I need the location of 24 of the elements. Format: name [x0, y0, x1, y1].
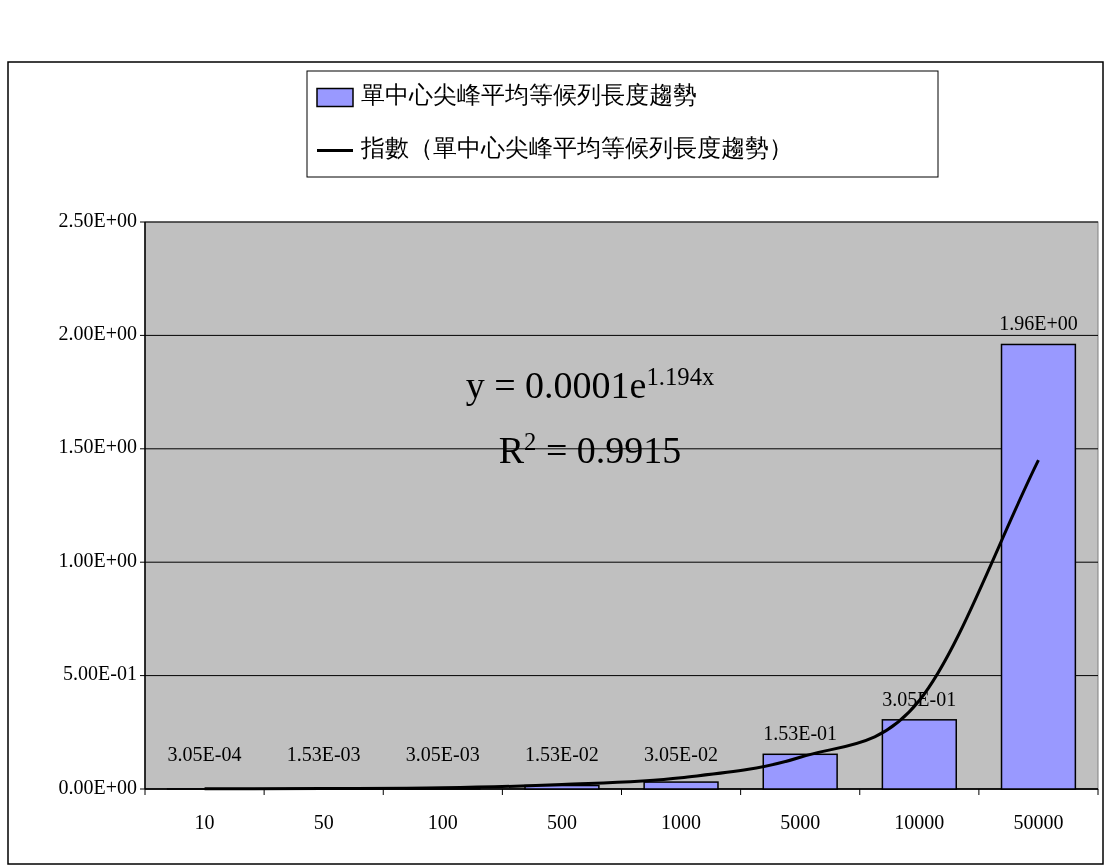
legend-label: 指數（單中心尖峰平均等候列長度趨勢） [360, 135, 793, 162]
x-tick-label: 50 [313, 811, 334, 833]
x-tick-label: 10000 [894, 811, 945, 833]
data-label: 1.53E-03 [286, 743, 361, 765]
data-label: 1.53E-02 [524, 743, 599, 765]
data-label: 3.05E-03 [405, 743, 480, 765]
data-label: 3.05E-02 [644, 743, 719, 765]
x-tick-label: 100 [427, 811, 458, 833]
x-tick-label: 1000 [661, 811, 702, 833]
y-tick-label: 2.50E+00 [58, 208, 137, 231]
x-tick-label: 10 [194, 811, 215, 833]
y-tick-label: 1.00E+00 [58, 548, 137, 571]
data-label: 1.96E+00 [999, 312, 1078, 335]
data-label: 1.53E-01 [763, 722, 838, 745]
y-tick-label: 5.00E-01 [63, 662, 137, 685]
x-tick-label: 50000 [1013, 811, 1064, 833]
y-tick-label: 1.50E+00 [58, 435, 137, 458]
x-tick-label: 500 [546, 811, 577, 833]
y-tick-label: 2.00E+00 [58, 321, 137, 344]
data-label: 3.05E-04 [167, 743, 242, 765]
legend-label: 單中心尖峰平均等候列長度趨勢 [361, 82, 697, 109]
x-tick-label: 5000 [780, 811, 821, 833]
annotation: y = 0.0001e$^{1.194x}$ [465, 362, 715, 406]
y-tick-label: 0.00E+00 [58, 775, 137, 798]
